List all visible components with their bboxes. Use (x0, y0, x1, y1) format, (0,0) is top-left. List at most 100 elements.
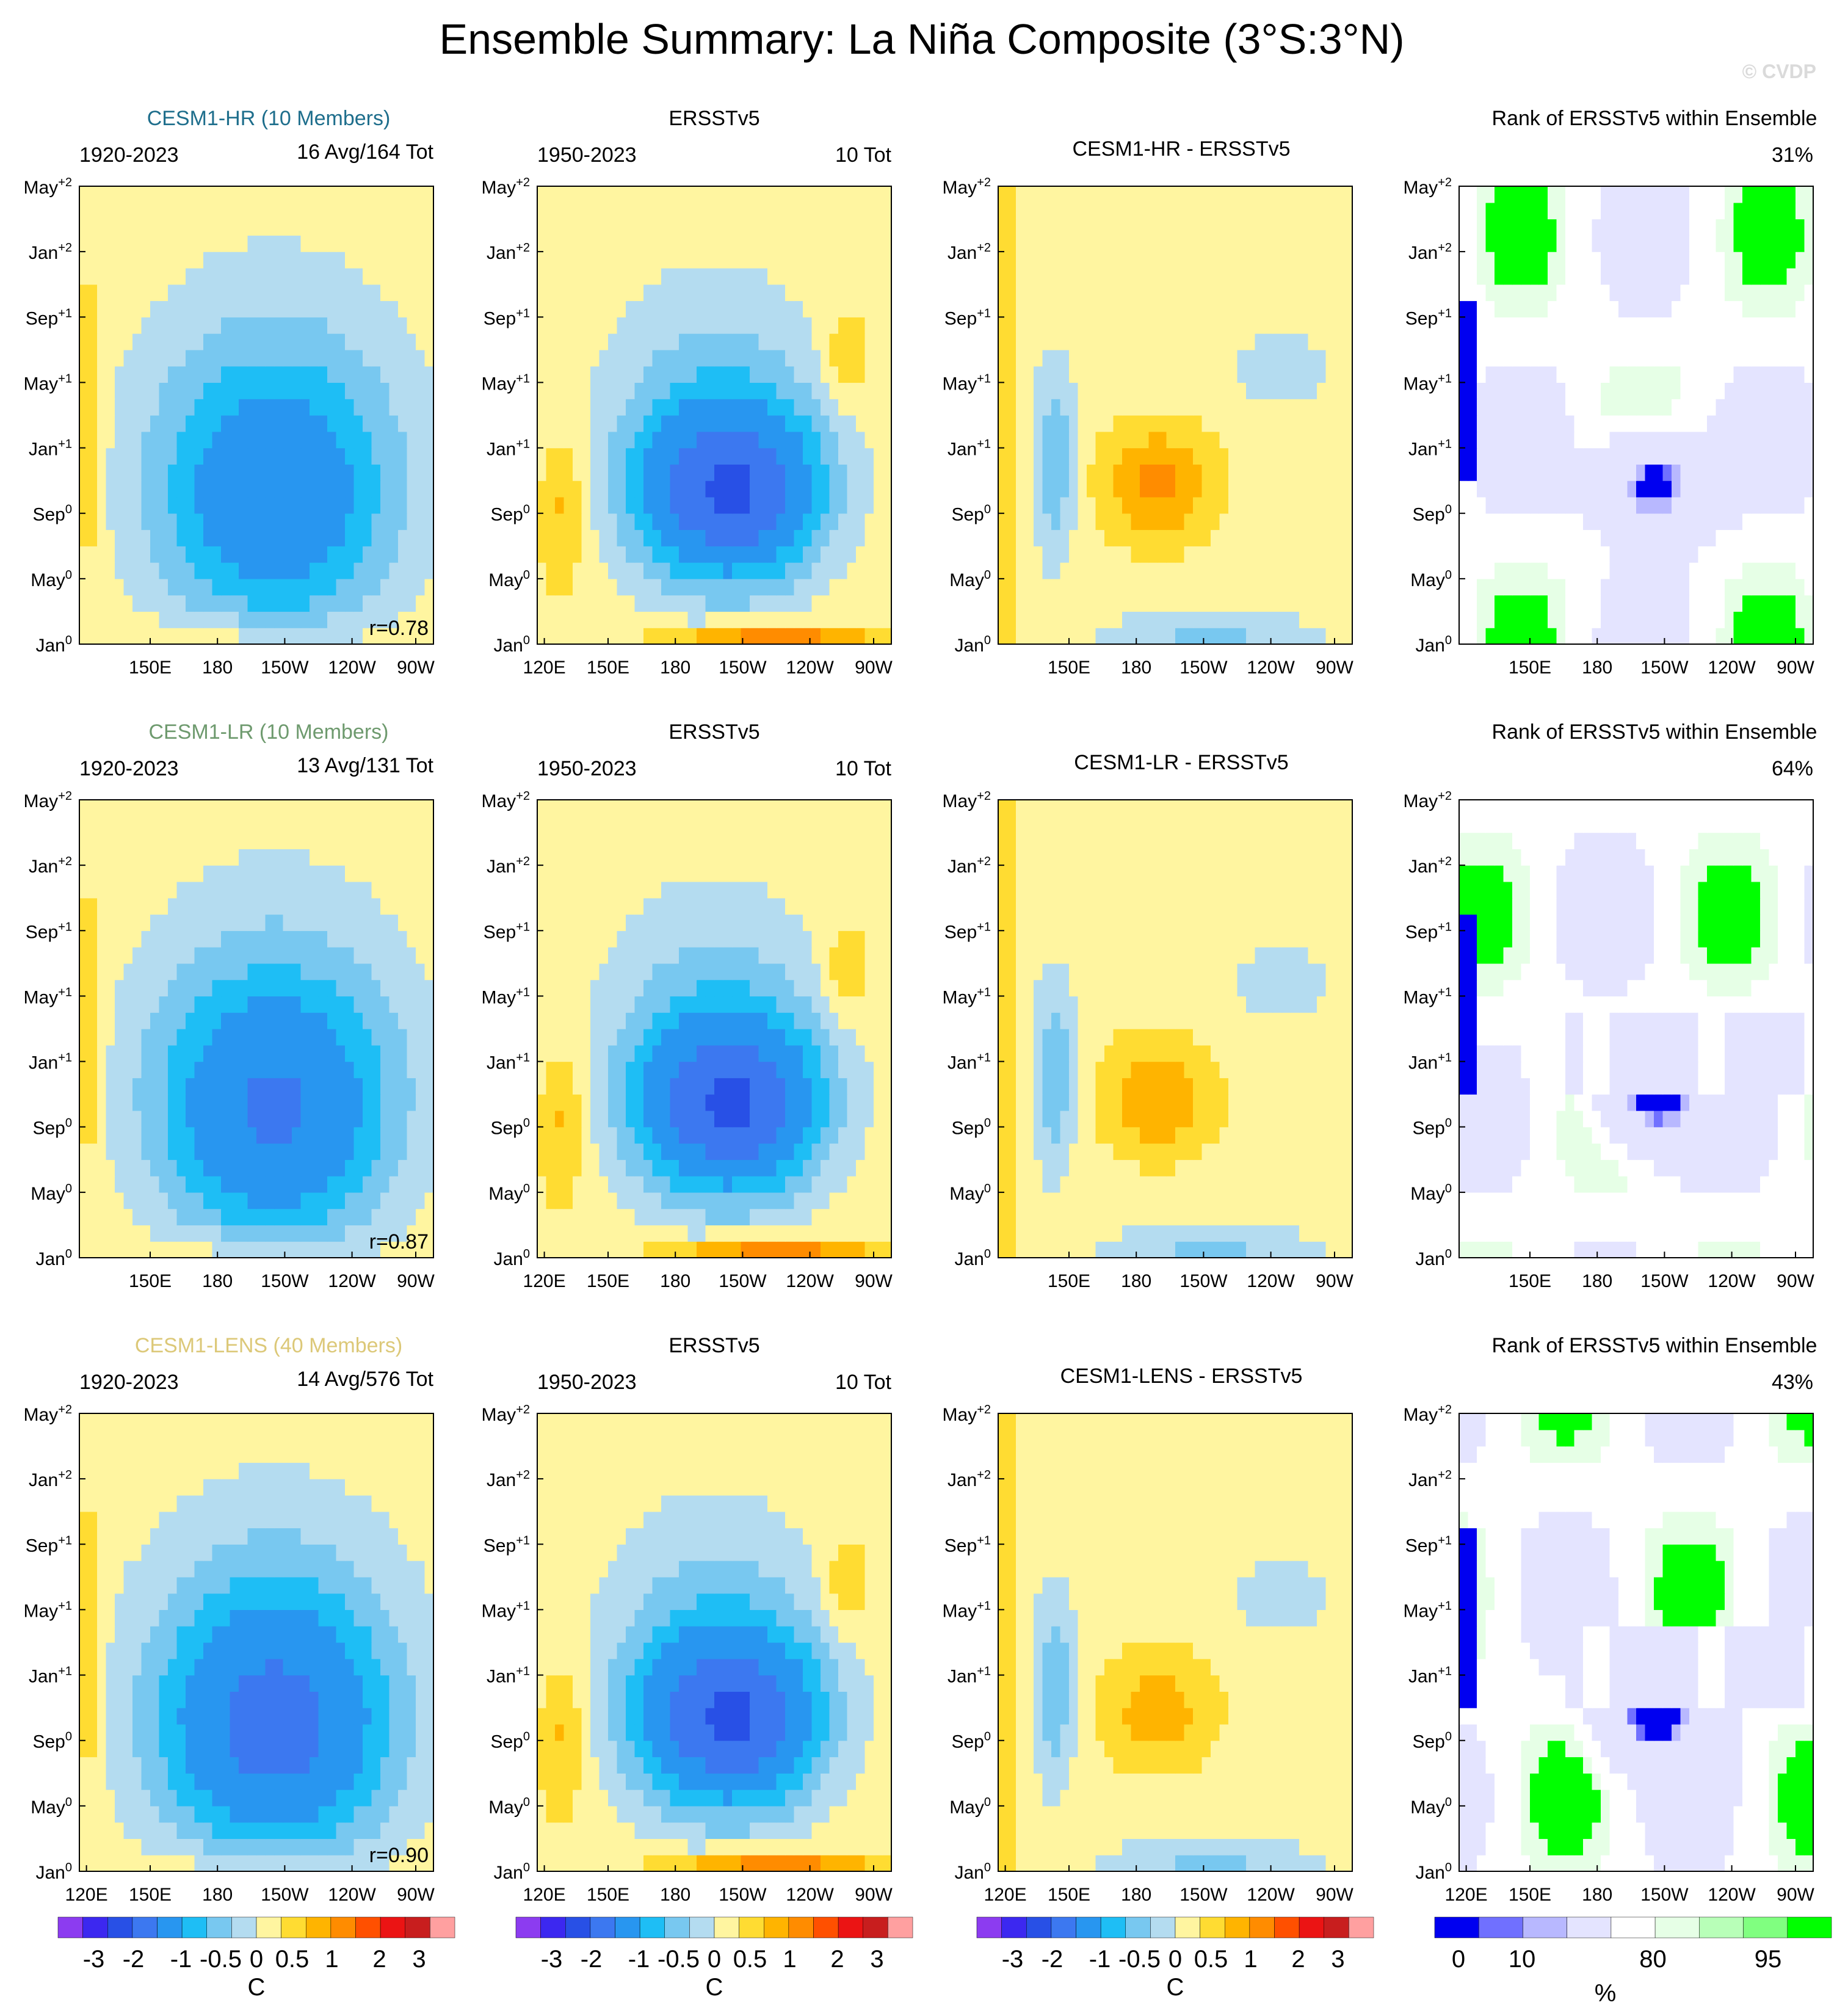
heatmap-cell (758, 448, 768, 465)
heatmap-cell (864, 382, 874, 399)
heatmap-cell (327, 317, 337, 334)
heatmap-cell (874, 480, 883, 498)
heatmap-cell (203, 628, 213, 645)
heatmap-cell (661, 546, 671, 563)
heatmap-cell (168, 349, 178, 367)
heatmap-cell (1042, 235, 1052, 252)
heatmap-cell (327, 349, 337, 367)
heatmap-cell (705, 431, 715, 449)
heatmap-cell (537, 464, 547, 481)
heatmap-cell (882, 382, 892, 399)
heatmap-cell (1264, 464, 1274, 481)
heatmap-cell (416, 366, 426, 383)
heatmap-cell (389, 186, 399, 203)
heatmap-cell (1060, 366, 1070, 383)
heatmap-cell (1281, 480, 1291, 498)
heatmap-cell (590, 448, 600, 465)
heatmap-cell (407, 267, 416, 285)
heatmap-cell (679, 252, 689, 269)
heatmap-cell (714, 464, 724, 481)
heatmap-cell (1087, 219, 1096, 236)
heatmap-cell (1148, 448, 1158, 465)
heatmap-cell (714, 480, 724, 498)
heatmap-cell (416, 317, 426, 334)
heatmap-cell (1672, 333, 1681, 350)
heatmap-cell (1521, 628, 1531, 645)
heatmap-cell (1485, 366, 1495, 383)
heatmap-cell (1131, 415, 1140, 432)
heatmap-cell (1024, 382, 1034, 399)
heatmap-cell (212, 448, 222, 465)
heatmap-cell (123, 1176, 133, 1193)
heatmap-cell (1662, 333, 1672, 350)
heatmap-cell (643, 628, 653, 645)
heatmap-cell (345, 546, 355, 563)
heatmap-cell (168, 611, 178, 628)
heatmap-cell (581, 448, 591, 465)
heatmap-cell (283, 267, 292, 285)
heatmap-cell (1069, 415, 1079, 432)
heatmap-cell (555, 562, 565, 579)
heatmap-cell (141, 219, 151, 236)
heatmap-cell (1016, 219, 1026, 236)
heatmap-cell (221, 1208, 231, 1226)
heatmap-cell (150, 480, 160, 498)
heatmap-cell (389, 399, 399, 416)
heatmap-cell (1131, 431, 1140, 449)
heatmap-cell (1122, 529, 1132, 546)
heatmap-cell (1237, 415, 1247, 432)
heatmap-cell (1556, 513, 1566, 531)
heatmap-cell (1725, 578, 1734, 596)
heatmap-cell (1042, 448, 1052, 465)
heatmap-cell (1521, 513, 1531, 531)
heatmap-cell (590, 219, 600, 236)
heatmap-cell (811, 546, 821, 563)
heatmap-cell (590, 480, 600, 498)
heatmap-cell (874, 300, 883, 317)
heatmap-cell (327, 1159, 337, 1177)
heatmap-cell (1104, 480, 1114, 498)
heatmap-cell (1335, 317, 1344, 334)
heatmap-cell (1317, 349, 1327, 367)
heatmap-cell (318, 202, 328, 220)
heatmap-cell (186, 333, 195, 350)
heatmap-cell (1024, 349, 1034, 367)
heatmap-cell (1024, 399, 1034, 416)
heatmap-cell (1795, 366, 1805, 383)
heatmap-cell (1290, 399, 1300, 416)
heatmap-cell (1654, 496, 1664, 514)
heatmap-cell (1680, 415, 1690, 432)
heatmap-cell (1672, 202, 1681, 220)
heatmap-cell (1060, 235, 1070, 252)
heatmap-cell (741, 300, 750, 317)
heatmap-cell (336, 1241, 346, 1258)
heatmap-cell (221, 1176, 231, 1193)
heatmap-cell (398, 1159, 408, 1177)
heatmap-cell (1078, 317, 1087, 334)
heatmap-cell (811, 300, 821, 317)
heatmap-cell (79, 219, 89, 236)
heatmap-cell (626, 219, 636, 236)
heatmap-cell (1778, 366, 1788, 383)
heatmap-cell (687, 235, 697, 252)
heatmap-cell (829, 202, 839, 220)
heatmap-cell (1538, 284, 1548, 302)
heatmap-cell (661, 235, 671, 252)
heatmap-cell (1069, 333, 1079, 350)
heatmap-cell (1343, 317, 1353, 334)
heatmap-cell (380, 562, 390, 579)
difference-label: CESM1-HR - ERSSTv5 (1072, 137, 1290, 161)
heatmap-cell (363, 513, 372, 531)
heatmap-cell (106, 284, 115, 302)
heatmap-cell (265, 1126, 275, 1144)
heatmap-cell (310, 448, 319, 465)
heatmap-cell (1556, 267, 1566, 285)
heatmap-cell (1051, 202, 1061, 220)
heatmap-cell (1583, 578, 1593, 596)
heatmap-cell (882, 202, 892, 220)
heatmap-cell (1193, 529, 1203, 546)
heatmap-cell (555, 317, 565, 334)
heatmap-cell (1548, 496, 1557, 514)
heatmap-cell (643, 333, 653, 350)
heatmap-cell (608, 382, 618, 399)
